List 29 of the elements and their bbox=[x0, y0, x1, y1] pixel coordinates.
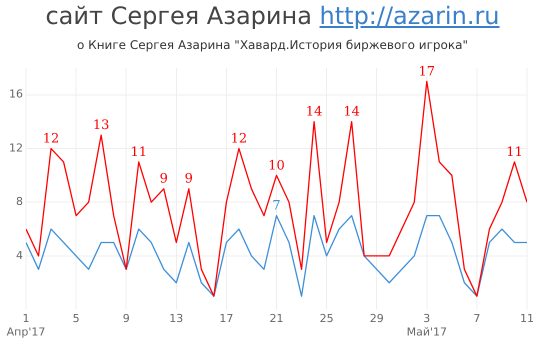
y-tick-label: 16 bbox=[8, 88, 23, 101]
data-label: 17 bbox=[418, 64, 436, 80]
x-tick-label: 21 bbox=[270, 312, 284, 326]
x-tick-label: 25 bbox=[320, 312, 334, 326]
data-label: 9 bbox=[160, 172, 168, 187]
data-label: 9 bbox=[184, 172, 193, 187]
data-label: 11 bbox=[130, 144, 147, 160]
x-tick-label: 9 bbox=[122, 312, 130, 326]
x-tick-label: 3 Май'17 bbox=[406, 312, 448, 338]
chart-title: сайт Сергея Азарина http://azarin.ru bbox=[45, 2, 500, 30]
data-label: 14 bbox=[306, 104, 322, 120]
data-label: 13 bbox=[92, 118, 110, 133]
x-tick-label: 11 bbox=[520, 312, 534, 326]
x-tick-label: 1 Апр'17 bbox=[6, 312, 46, 338]
y-tick-label: 8 bbox=[16, 195, 23, 208]
data-label: 11 bbox=[506, 144, 523, 160]
x-tick-label: 7 bbox=[473, 312, 480, 326]
x-tick-label: 13 bbox=[169, 312, 184, 326]
x-tick-label: 5 bbox=[72, 312, 80, 326]
x-tick-label: 29 bbox=[370, 312, 384, 326]
data-label: 14 bbox=[343, 104, 360, 120]
data-label: 7 bbox=[272, 198, 281, 214]
data-label: 12 bbox=[42, 131, 60, 146]
x-tick-label: 17 bbox=[219, 312, 234, 326]
data-label: 10 bbox=[268, 158, 285, 174]
y-tick-label: 12 bbox=[8, 141, 23, 154]
chart-subtitle: о Книге Сергея Азарина "Хавард.История биржевого игрока" bbox=[76, 38, 469, 52]
data-label: 12 bbox=[230, 131, 248, 146]
y-tick-label: 4 bbox=[16, 248, 23, 262]
